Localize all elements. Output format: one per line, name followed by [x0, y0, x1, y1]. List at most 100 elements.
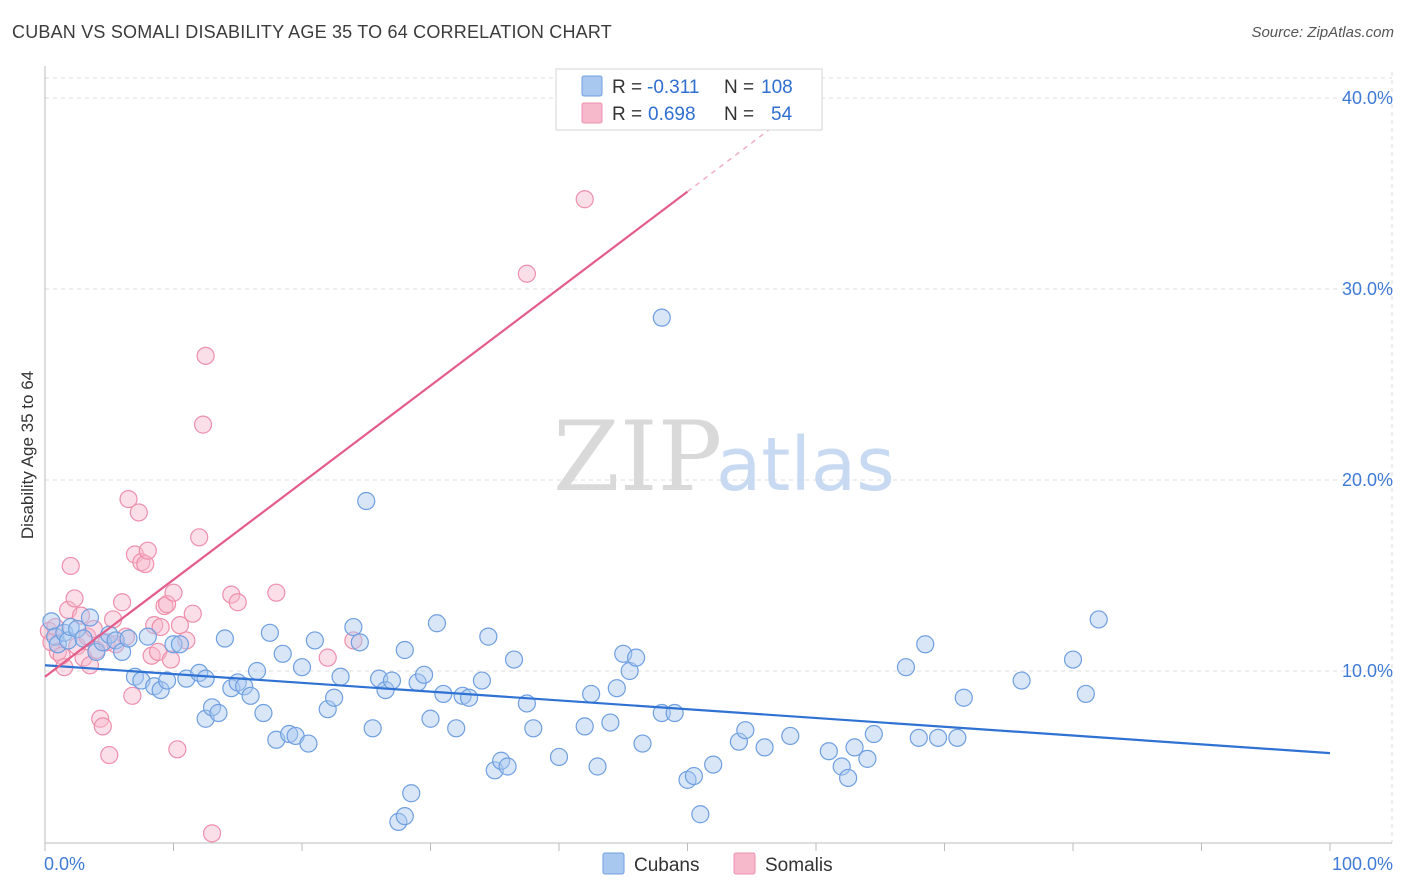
cubans-point	[504, 650, 524, 669]
cubans-point	[402, 784, 421, 803]
cubans-point	[280, 724, 299, 744]
y-tick-label: 30.0%	[1342, 279, 1393, 299]
watermark-atlas: atlas	[716, 422, 895, 508]
cubans-point	[729, 732, 749, 751]
cubans-point	[447, 719, 466, 738]
cubans-point	[395, 807, 414, 826]
cubans-point	[305, 631, 324, 650]
chart-title: CUBAN VS SOMALI DISABILITY AGE 35 TO 64 …	[12, 22, 612, 42]
somalis-point	[119, 490, 138, 509]
cubans-point	[845, 738, 864, 757]
cubans-point	[1063, 650, 1083, 669]
cubans-n-value: 108	[761, 77, 793, 98]
cubans-point	[42, 612, 61, 631]
somalis-point	[112, 593, 132, 612]
somalis-n-label: N =	[724, 104, 754, 125]
somalis-point	[145, 616, 164, 635]
x-tick-label-start: 0.0%	[44, 854, 85, 874]
somalis-point	[202, 824, 222, 843]
cubans-point	[652, 308, 671, 327]
somalis-point	[93, 717, 112, 736]
cubans-point	[472, 671, 491, 690]
somalis-point	[151, 617, 170, 637]
cubans-point	[235, 677, 254, 696]
somalis-point	[344, 631, 363, 650]
cubans-r-label: R =	[612, 77, 642, 98]
somalis-point	[138, 541, 157, 560]
cubans-point	[80, 608, 100, 627]
grid-lines	[45, 72, 1393, 843]
somalis-point	[157, 595, 177, 614]
cubans-point	[626, 648, 646, 667]
watermark-zip: ZIP	[553, 401, 722, 513]
cubans-point	[524, 719, 543, 738]
axes	[44, 66, 1392, 851]
cubans-point	[363, 719, 382, 738]
somalis-point	[168, 740, 187, 759]
cubans-point	[215, 629, 234, 648]
somalis-point	[193, 415, 213, 434]
somalis-r-value: 0.698	[648, 104, 696, 125]
cubans-point	[151, 680, 170, 700]
cubans-point	[170, 635, 190, 654]
x-tick-label-end: 100.0%	[1332, 854, 1393, 874]
cubans-point	[691, 805, 710, 824]
cubans-point	[459, 688, 479, 707]
cubans-point	[325, 688, 344, 707]
cubans-point	[68, 619, 87, 639]
cubans-points	[42, 308, 1108, 831]
y-tick-labels: 10.0% 20.0% 30.0% 40.0%	[1342, 88, 1393, 681]
correlation-legend: R = -0.311 N = 108 R = 0.698 N = 54	[555, 68, 823, 131]
cubans-point	[832, 757, 851, 776]
somalis-point	[196, 346, 215, 365]
somalis-series-label: Somalis	[765, 855, 833, 876]
somalis-n-value: 54	[771, 104, 793, 125]
somalis-point	[228, 593, 247, 612]
cubans-point	[292, 658, 312, 677]
source-credit: Source: ZipAtlas.com	[1251, 24, 1394, 41]
cubans-point	[395, 640, 414, 660]
cubans-point	[839, 768, 858, 788]
cubans-point	[607, 679, 626, 698]
cubans-point	[344, 617, 363, 637]
somalis-point	[190, 528, 209, 547]
cubans-point	[819, 742, 838, 761]
cubans-point	[736, 721, 755, 740]
cubans-point	[948, 728, 967, 747]
cubans-point	[164, 635, 183, 654]
somalis-point	[183, 604, 202, 623]
cubans-point	[864, 724, 883, 744]
cubans-point	[87, 642, 106, 662]
somalis-point	[65, 589, 84, 608]
cubans-point	[582, 684, 601, 704]
cubans-point	[909, 728, 928, 747]
somalis-point	[71, 606, 91, 625]
cubans-point	[954, 688, 973, 707]
cubans-point	[479, 627, 498, 646]
cubans-point	[928, 728, 948, 747]
cubans-point	[421, 709, 440, 728]
somalis-point	[222, 585, 241, 604]
series-legend: Cubans Somalis	[602, 852, 833, 876]
cubans-trend-line	[44, 664, 1331, 755]
cubans-point	[453, 686, 472, 705]
cubans-point	[331, 667, 350, 686]
somalis-point	[100, 745, 119, 765]
cubans-point	[299, 734, 318, 753]
y-tick-label: 20.0%	[1342, 470, 1393, 490]
cubans-point	[247, 661, 267, 681]
somalis-series-swatch	[733, 852, 756, 875]
cubans-point	[350, 633, 369, 652]
somalis-trend-line	[44, 190, 689, 678]
somalis-point	[164, 583, 183, 602]
cubans-point	[318, 700, 337, 719]
cubans-point	[357, 491, 376, 511]
cubans-point	[382, 671, 402, 690]
cubans-legend-swatch	[581, 75, 603, 97]
somalis-point	[129, 503, 148, 522]
watermark: ZIP atlas	[553, 401, 895, 513]
cubans-point	[916, 635, 935, 654]
somalis-point	[123, 686, 142, 705]
y-tick-label: 10.0%	[1342, 661, 1393, 681]
